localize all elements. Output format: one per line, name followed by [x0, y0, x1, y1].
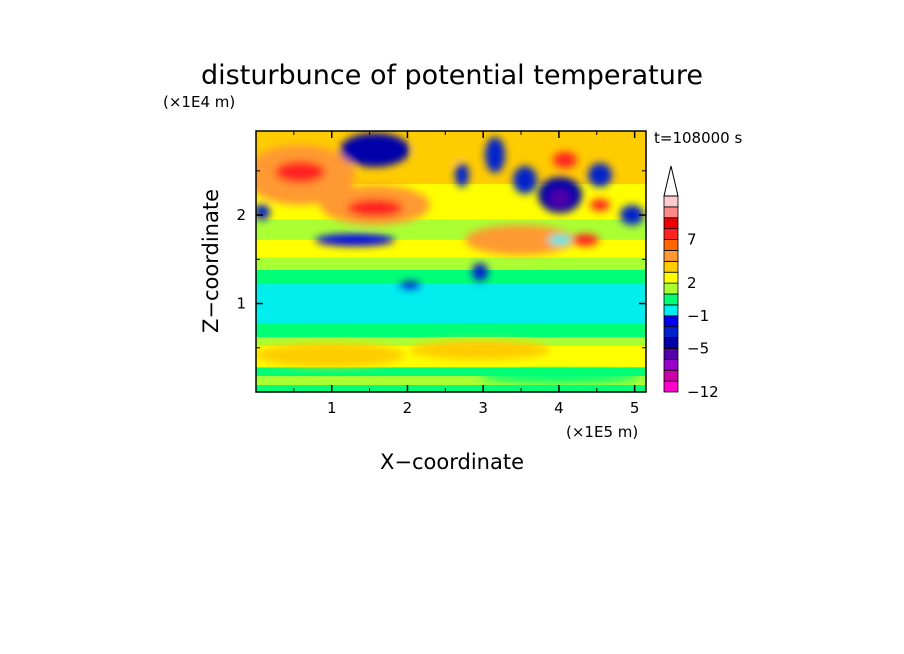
time-label: t=108000 s: [654, 129, 742, 147]
colorbar-box: [663, 358, 679, 371]
feature-red-core: [590, 199, 610, 211]
x-tick-label: 1: [327, 399, 337, 417]
feature-blue-core: [455, 163, 469, 187]
colorbar-label: 7: [687, 231, 697, 249]
feature-orange-ridge: [465, 225, 575, 255]
x-tick-label: 3: [478, 399, 488, 417]
colorbar-box: [663, 315, 679, 328]
colorbar-box: [663, 337, 679, 349]
colorbar: −12−5−127: [663, 165, 719, 401]
colorbar-box: [663, 304, 679, 317]
colorbar-label: −5: [687, 339, 709, 357]
field-band: [256, 384, 646, 392]
feature-yellow-upper: [415, 136, 465, 164]
y-tick-label: 2: [236, 206, 246, 224]
feature-blue-edge: [256, 204, 270, 220]
y-axis-label: Z−coordinate: [199, 189, 223, 333]
feature-blue-band: [315, 234, 395, 246]
colorbar-box: [663, 260, 679, 273]
heatmap-field: [256, 131, 646, 392]
colorbar-label: −12: [687, 383, 719, 401]
feature-red-core: [347, 199, 403, 217]
feature-blue-patch: [400, 281, 420, 289]
colorbar-box: [663, 228, 679, 240]
field-band: [256, 322, 646, 338]
colorbar-box: [663, 293, 679, 306]
x-axis-label: X−coordinate: [380, 450, 524, 474]
chart-title: disturbunce of potential temperature: [201, 60, 703, 91]
colorbar-box: [663, 250, 679, 262]
colorbar-box: [663, 271, 679, 284]
x-unit-label: (×1E5 m): [566, 423, 638, 441]
feature-blue-core: [588, 163, 612, 187]
colorbar-box: [663, 239, 679, 251]
field-band: [256, 257, 646, 270]
colorbar-box: [663, 217, 679, 230]
y-tick-label: 1: [236, 295, 246, 313]
x-axis: 1 2 3 4 5: [293, 131, 640, 417]
x-tick-label: 4: [554, 399, 564, 417]
plot-frame: [255, 130, 647, 393]
field-features: [256, 133, 644, 383]
feature-yellow-low: [256, 343, 405, 367]
y-unit-label: (×1E4 m): [163, 93, 235, 111]
feature-blue-core: [513, 166, 537, 194]
feature-red-core: [571, 234, 599, 246]
colorbar-label: 2: [687, 274, 697, 292]
feature-purple-core: [550, 190, 570, 206]
feature-red-core: [275, 161, 325, 183]
colorbar-box: [663, 380, 679, 393]
feature-green-low: [480, 371, 640, 383]
colorbar-box: [663, 282, 679, 295]
feature-red-core: [553, 152, 577, 168]
feature-blue-core: [620, 205, 644, 225]
colorbar-extend-triangle: [663, 165, 679, 197]
colorbar-box: [663, 326, 679, 338]
colorbar-box: [663, 195, 679, 208]
colorbar-box: [663, 348, 679, 360]
feature-cyan-patch: [548, 235, 572, 245]
colorbar-label: −1: [687, 307, 709, 325]
x-tick-label: 2: [403, 399, 413, 417]
feature-yellow-low: [410, 340, 550, 360]
field-band: [256, 269, 646, 285]
field-band: [256, 284, 646, 323]
colorbar-box: [663, 369, 679, 382]
x-tick-label: 5: [630, 399, 640, 417]
feature-blue-core: [485, 137, 505, 173]
feature-blue-patch: [472, 263, 488, 281]
colorbar-box: [663, 206, 679, 219]
field-band: [256, 367, 646, 377]
y-axis: 12: [236, 170, 646, 349]
feature-blue-core: [340, 133, 410, 167]
field-band: [256, 376, 646, 385]
